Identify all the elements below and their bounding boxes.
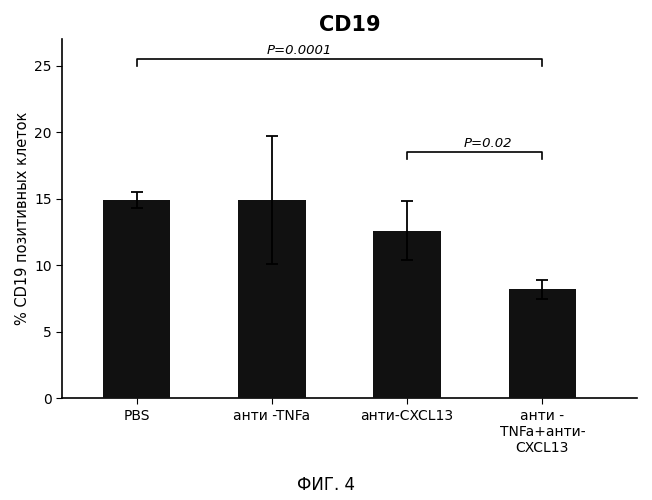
Text: P=0.02: P=0.02 (464, 138, 512, 150)
Y-axis label: % CD19 позитивных клеток: % CD19 позитивных клеток (15, 112, 30, 326)
Bar (509, 289, 576, 398)
Text: ФИГ. 4: ФИГ. 4 (297, 476, 355, 494)
Title: CD19: CD19 (319, 15, 380, 35)
Bar (103, 200, 170, 398)
Bar (374, 230, 441, 398)
Text: P=0.0001: P=0.0001 (266, 44, 331, 58)
Bar (238, 200, 306, 398)
